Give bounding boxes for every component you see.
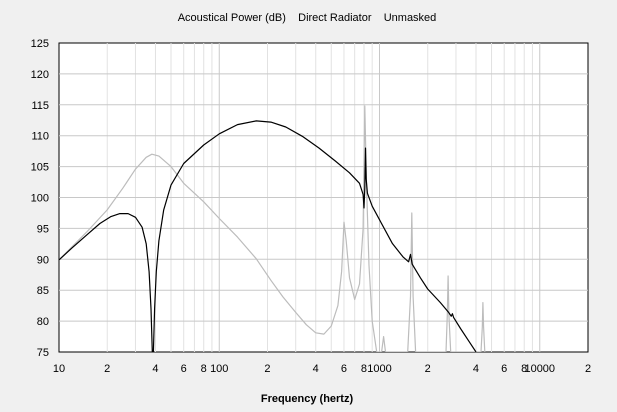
x-tick-label: 2 bbox=[585, 363, 591, 375]
y-tick-label: 105 bbox=[31, 162, 49, 174]
chart-title: Acoustical Power (dB) Direct Radiator Un… bbox=[178, 12, 437, 24]
x-tick-label: 8 bbox=[361, 363, 367, 375]
x-tick-label: 8 bbox=[521, 363, 527, 375]
x-tick-label: 6 bbox=[501, 363, 507, 375]
y-tick-label: 90 bbox=[37, 254, 49, 266]
y-tick-label: 110 bbox=[31, 131, 49, 143]
x-axis-label: Frequency (hertz) bbox=[261, 393, 354, 405]
x-tick-label: 4 bbox=[152, 363, 158, 375]
y-tick-label: 75 bbox=[37, 347, 49, 359]
y-tick-label: 100 bbox=[31, 193, 49, 205]
x-tick-label: 6 bbox=[181, 363, 187, 375]
series-line-1 bbox=[59, 120, 477, 352]
y-axis-ticks: 75 80 85 90 95 100 105 110 115 120 125 bbox=[31, 38, 49, 359]
y-tick-label: 95 bbox=[37, 223, 49, 235]
x-tick-label: 4 bbox=[313, 363, 319, 375]
x-tick-label: 2 bbox=[104, 363, 110, 375]
y-tick-label: 85 bbox=[37, 285, 49, 297]
series-layer bbox=[59, 105, 486, 352]
x-tick-label: 8 bbox=[201, 363, 207, 375]
x-tick-label: 1000 bbox=[367, 363, 391, 375]
y-tick-label: 125 bbox=[31, 38, 49, 50]
y-tick-label: 80 bbox=[37, 316, 49, 328]
x-tick-label: 4 bbox=[473, 363, 479, 375]
x-tick-label: 10000 bbox=[524, 363, 555, 375]
x-tick-label: 10 bbox=[53, 363, 65, 375]
y-tick-label: 115 bbox=[31, 100, 49, 112]
x-tick-label: 2 bbox=[425, 363, 431, 375]
grid bbox=[59, 43, 588, 352]
x-tick-label: 6 bbox=[341, 363, 347, 375]
x-tick-label: 2 bbox=[264, 363, 270, 375]
y-tick-label: 120 bbox=[31, 69, 49, 81]
x-tick-label: 100 bbox=[210, 363, 228, 375]
